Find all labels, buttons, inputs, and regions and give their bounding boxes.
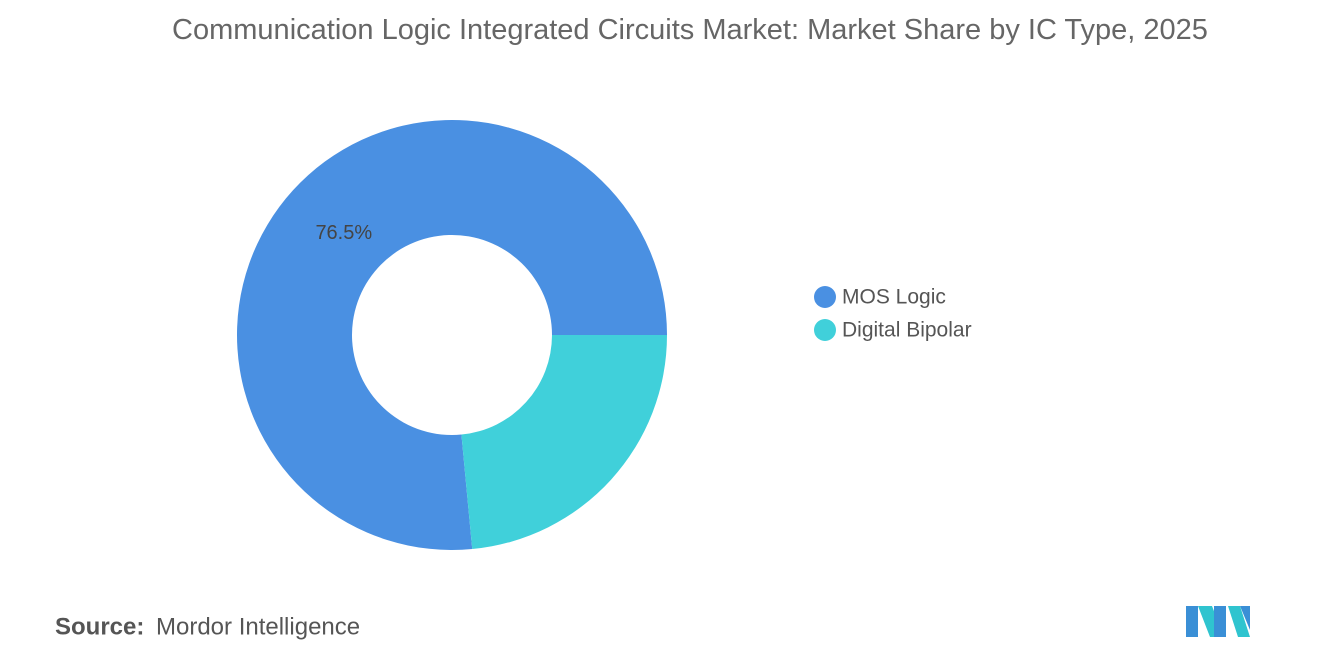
donut-slice — [237, 120, 667, 550]
donut-slice — [461, 335, 667, 550]
legend-label: Digital Bipolar — [842, 319, 972, 342]
legend-marker — [814, 286, 836, 308]
legend-label: MOS Logic — [842, 286, 946, 309]
chart-title: Communication Logic Integrated Circuits … — [172, 14, 1208, 46]
legend-marker — [814, 319, 836, 341]
data-label: 76.5% — [315, 222, 372, 244]
logo — [1186, 606, 1250, 637]
source: Mordor Intelligence — [156, 613, 360, 640]
source-label: Source: — [55, 613, 144, 640]
